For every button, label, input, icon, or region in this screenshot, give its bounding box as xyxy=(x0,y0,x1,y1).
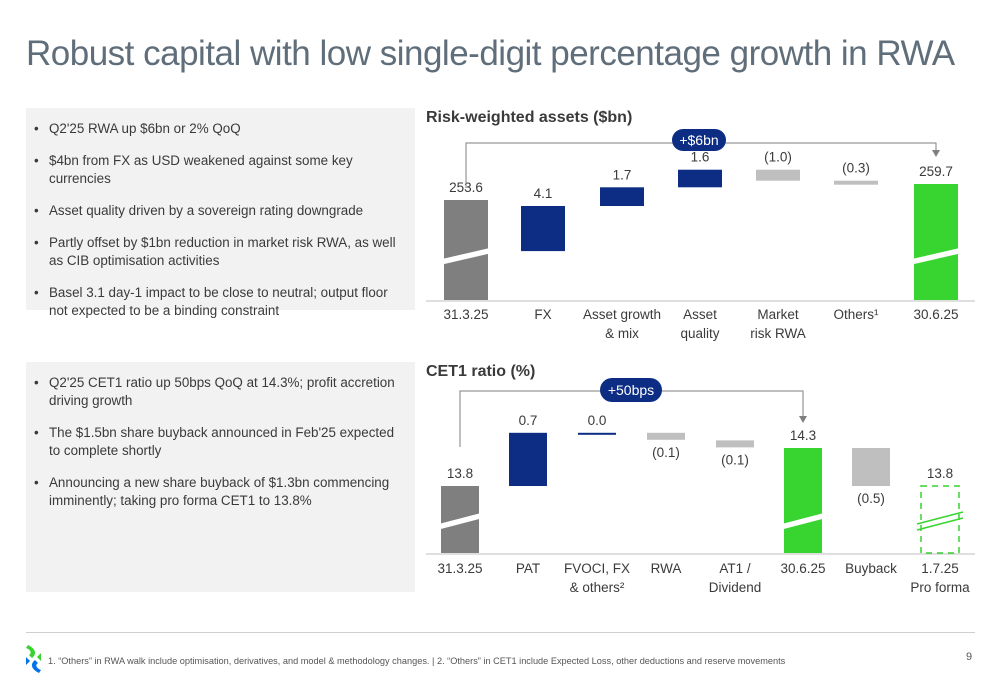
bullet-item: $4bn from FX as USD weakened against som… xyxy=(26,152,415,188)
cet1-tick-label: FVOCI, FX xyxy=(564,561,630,576)
cet1-bar xyxy=(784,448,822,553)
rwa-tick-label: 31.3.25 xyxy=(443,307,488,322)
cet1-data-label: 0.7 xyxy=(519,413,538,428)
rwa-data-label: 259.7 xyxy=(919,164,953,179)
rwa-data-label: 1.6 xyxy=(691,150,710,165)
rwa-bar xyxy=(521,206,565,252)
rwa-callout-label: +$6bn xyxy=(679,132,718,148)
rwa-chart-title: Risk-weighted assets ($bn) xyxy=(426,109,633,126)
rwa-tick-label: Market xyxy=(757,307,799,322)
cet1-commentary-panel: Q2'25 CET1 ratio up 50bps QoQ at 14.3%; … xyxy=(26,362,415,592)
cet1-data-label: 0.0 xyxy=(588,413,607,428)
cet1-axis-break xyxy=(916,517,964,531)
rwa-bar xyxy=(914,184,958,300)
cet1-callout-pill xyxy=(600,378,662,402)
cet1-tick-label: Dividend xyxy=(709,580,762,595)
bullet-item: Q2'25 RWA up $6bn or 2% QoQ xyxy=(26,120,415,138)
cet1-data-label: (0.1) xyxy=(652,445,680,460)
rwa-axis-break xyxy=(910,248,962,265)
rwa-tick-label: Others¹ xyxy=(833,307,879,322)
rwa-tick-label: Asset growth xyxy=(583,307,661,322)
cet1-axis-break xyxy=(780,513,826,530)
cet1-tick-label: 1.7.25 xyxy=(921,561,959,576)
cet1-tick-label: AT1 / xyxy=(719,561,751,576)
rwa-axis-break-line xyxy=(439,247,493,261)
bullet-item: Q2'25 CET1 ratio up 50bps QoQ at 14.3%; … xyxy=(26,374,415,410)
cet1-tick-label: PAT xyxy=(516,561,540,576)
cet1-tick-label: RWA xyxy=(651,561,682,576)
cet1-bar xyxy=(509,432,547,486)
cet1-chart-title: CET1 ratio (%) xyxy=(426,363,536,380)
rwa-data-label: (1.0) xyxy=(764,150,792,165)
footnote: 1. “Others” in RWA walk include optimisa… xyxy=(48,656,786,666)
rwa-commentary-panel: Q2'25 RWA up $6bn or 2% QoQ $4bn from FX… xyxy=(26,108,415,318)
cet1-callout-label: +50bps xyxy=(608,382,654,398)
standard-chartered-logo xyxy=(26,645,41,673)
cet1-bar xyxy=(578,432,616,435)
rwa-axis-break-line xyxy=(909,247,963,261)
cet1-connector-arrow xyxy=(799,416,807,423)
rwa-tick-label: FX xyxy=(534,307,551,322)
cet1-bullet-list: Q2'25 CET1 ratio up 50bps QoQ at 14.3%; … xyxy=(26,362,415,510)
rwa-tick-label: Asset xyxy=(683,307,717,322)
rwa-bar xyxy=(756,169,800,181)
cet1-tick-label: 31.3.25 xyxy=(437,561,482,576)
rwa-callout-pill xyxy=(672,129,726,151)
rwa-tick-label: quality xyxy=(680,326,719,341)
rwa-tick-label: 30.6.25 xyxy=(913,307,958,322)
cet1-data-label: 14.3 xyxy=(790,428,816,443)
cet1-bar xyxy=(716,440,754,448)
cet1-tick-label: 30.6.25 xyxy=(780,561,825,576)
rwa-tick-label: & mix xyxy=(605,326,639,341)
rwa-axis-break xyxy=(440,248,492,265)
rwa-connector-arrow xyxy=(932,150,940,157)
cet1-tick-label: Buyback xyxy=(845,561,897,576)
bullet-item: Basel 3.1 day-1 impact to be close to ne… xyxy=(26,284,415,320)
cet1-bar xyxy=(852,448,890,486)
rwa-data-label: (0.3) xyxy=(842,161,870,176)
rwa-bar xyxy=(600,187,644,206)
rwa-data-label: 4.1 xyxy=(534,186,553,201)
rwa-bar xyxy=(444,200,488,300)
cet1-data-label: (0.5) xyxy=(857,491,885,506)
bullet-item: Asset quality driven by a sovereign rati… xyxy=(26,202,415,220)
cet1-axis-break-line xyxy=(436,512,484,526)
rwa-tick-label: risk RWA xyxy=(750,326,806,341)
page-number: 9 xyxy=(966,651,973,663)
cet1-axis-break-line xyxy=(779,512,827,526)
cet1-axis-break xyxy=(437,513,483,530)
rwa-bar xyxy=(678,169,722,188)
cet1-bar-proforma xyxy=(920,485,960,554)
rwa-data-label: 1.7 xyxy=(613,167,632,182)
cet1-tick-label: Pro forma xyxy=(910,580,970,595)
rwa-bar xyxy=(834,180,878,185)
cet1-tick-label: & others² xyxy=(570,580,625,595)
bullet-item: The $1.5bn share buyback announced in Fe… xyxy=(26,424,415,460)
cet1-data-label: 13.8 xyxy=(927,466,953,481)
bullet-item: Announcing a new share buyback of $1.3bn… xyxy=(26,474,415,510)
cet1-axis-break xyxy=(916,511,964,525)
cet1-data-label: (0.1) xyxy=(721,452,749,467)
rwa-bullet-list: Q2'25 RWA up $6bn or 2% QoQ $4bn from FX… xyxy=(26,108,415,320)
cet1-bar xyxy=(647,432,685,440)
footer-divider xyxy=(26,632,975,633)
cet1-data-label: 13.8 xyxy=(447,466,473,481)
bullet-item: Partly offset by $1bn reduction in marke… xyxy=(26,234,415,270)
page-title: Robust capital with low single-digit per… xyxy=(26,34,955,73)
